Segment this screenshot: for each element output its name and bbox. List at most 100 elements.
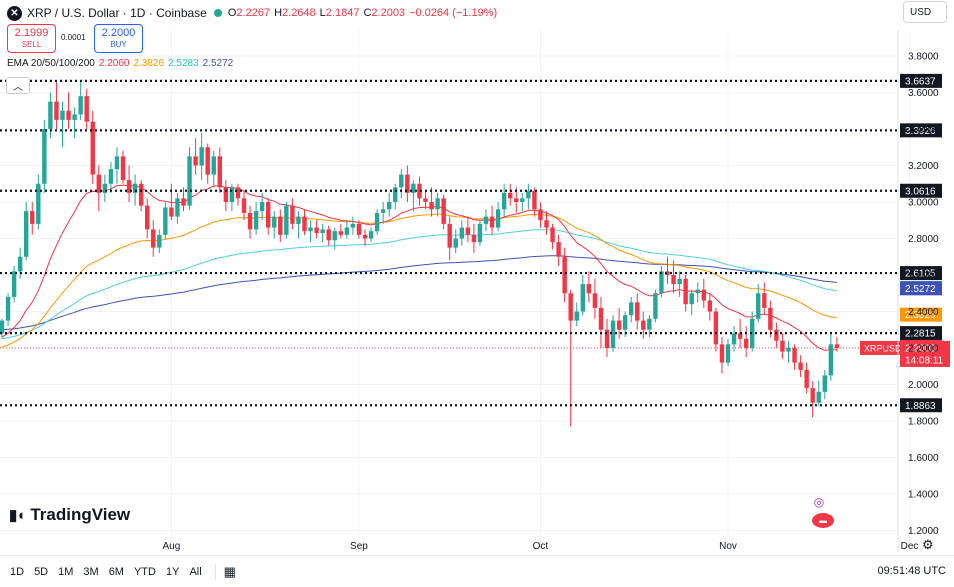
level-tag	[900, 266, 942, 281]
candle	[60, 101, 65, 148]
open-value: 2.2267	[236, 7, 271, 19]
candle	[828, 333, 834, 381]
timeframe-5d[interactable]: 5D	[34, 565, 49, 578]
candle	[229, 183, 235, 212]
ema-price-tag-label: 2.5272	[905, 284, 936, 295]
candle	[247, 205, 253, 239]
candle-body	[713, 311, 719, 345]
candle	[223, 180, 229, 212]
price-tick-label: 3.0000	[908, 198, 939, 209]
candle	[120, 150, 126, 184]
candle-body	[399, 174, 404, 188]
candle-body	[580, 284, 585, 312]
time-tick-label: Oct	[533, 541, 549, 552]
timeframe-ytd[interactable]: YTD	[133, 565, 156, 578]
collapse-legend-button[interactable]: ︿	[6, 77, 30, 94]
ema200-value: 2.5272	[202, 58, 234, 69]
candle	[380, 202, 386, 224]
candle-body	[598, 307, 604, 330]
symbol-tag	[860, 340, 900, 355]
candle-body	[417, 183, 422, 199]
candle	[362, 229, 368, 246]
candle	[810, 380, 815, 418]
candle-body	[653, 293, 658, 319]
candle-body	[17, 256, 23, 272]
currency-select[interactable]: USD	[903, 1, 947, 23]
candle-body	[145, 205, 150, 230]
level-tag-label: 3.6637	[905, 76, 936, 87]
candle	[405, 165, 410, 202]
price-tick-label: 3.4000	[908, 125, 939, 136]
candle-body	[508, 192, 513, 199]
timeframe-1y[interactable]: 1Y	[165, 565, 180, 578]
buy-button[interactable]: 2.2000 BUY	[94, 24, 143, 53]
candle-body	[90, 121, 95, 175]
level-tag-label: 2.2815	[905, 329, 936, 340]
level-tag-label: 3.0616	[905, 186, 936, 197]
ema50-line	[1, 213, 837, 348]
candle	[284, 202, 289, 239]
candle	[604, 318, 610, 358]
candle-body	[405, 174, 410, 193]
candle-body	[774, 329, 779, 341]
candle	[526, 183, 531, 210]
candle	[24, 202, 29, 261]
sell-button[interactable]: 2.1999 SELL	[7, 24, 56, 53]
candle-body	[562, 256, 567, 294]
candle	[344, 220, 350, 239]
candle-body	[574, 311, 579, 321]
calendar-range-icon[interactable]: ▦	[223, 563, 236, 579]
candle	[544, 211, 549, 235]
candle	[368, 227, 374, 243]
candle	[151, 220, 156, 257]
ema-price-tag	[900, 307, 942, 322]
timeframe-6m[interactable]: 6M	[108, 565, 124, 578]
candle-body	[441, 198, 446, 224]
candle-body	[429, 202, 434, 210]
level-tag	[900, 398, 942, 413]
alert-badge-icon[interactable]: ◎	[813, 495, 825, 509]
timeframe-3m[interactable]: 3M	[83, 565, 99, 578]
low-value: 2.1847	[325, 7, 360, 19]
candle	[822, 369, 827, 400]
close-label: C	[363, 7, 372, 19]
candle	[592, 278, 598, 319]
candle-body	[326, 229, 331, 241]
candle-body	[798, 362, 803, 370]
candle-body	[229, 187, 235, 202]
candle	[483, 209, 489, 232]
price-tick-label: 1.2000	[908, 526, 939, 537]
candle-body	[471, 234, 477, 243]
candle-body	[689, 293, 694, 305]
candle-body	[102, 183, 108, 193]
candle	[477, 220, 483, 246]
candle-body	[707, 300, 713, 312]
timeframe-all[interactable]: All	[189, 565, 202, 578]
symbol-title[interactable]: XRP / U.S. Dollar · 1D · Coinbase	[27, 6, 207, 20]
candle	[272, 211, 277, 239]
candle-body	[253, 211, 259, 230]
candle	[253, 202, 259, 235]
candle-body	[556, 242, 561, 257]
time-tick-label: Dec	[901, 541, 919, 552]
candle	[356, 220, 362, 239]
us-flag-icon[interactable]: ▬	[812, 513, 834, 528]
candle	[241, 191, 247, 221]
utc-clock[interactable]: 09:51:48 UTC	[877, 565, 946, 577]
candle-body	[344, 227, 350, 235]
candle	[199, 132, 204, 181]
timeframe-1m[interactable]: 1M	[58, 565, 74, 578]
settings-gear-icon[interactable]: ⚙	[922, 537, 934, 552]
candle	[756, 284, 761, 323]
candle-body	[132, 183, 138, 193]
ema-legend[interactable]: EMA 20/50/100/200 2.2060 2.3826 2.5283 2…	[7, 58, 233, 69]
candle-body	[477, 223, 483, 243]
price-tick-label: 1.4000	[908, 490, 939, 501]
candle	[42, 119, 47, 193]
candle-body	[266, 202, 271, 228]
candle-body	[526, 191, 531, 199]
chart-header: ✕ XRP / U.S. Dollar · 1D · Coinbase O2.2…	[0, 0, 497, 26]
candle-body	[181, 198, 186, 206]
timeframe-1d[interactable]: 1D	[10, 565, 25, 578]
